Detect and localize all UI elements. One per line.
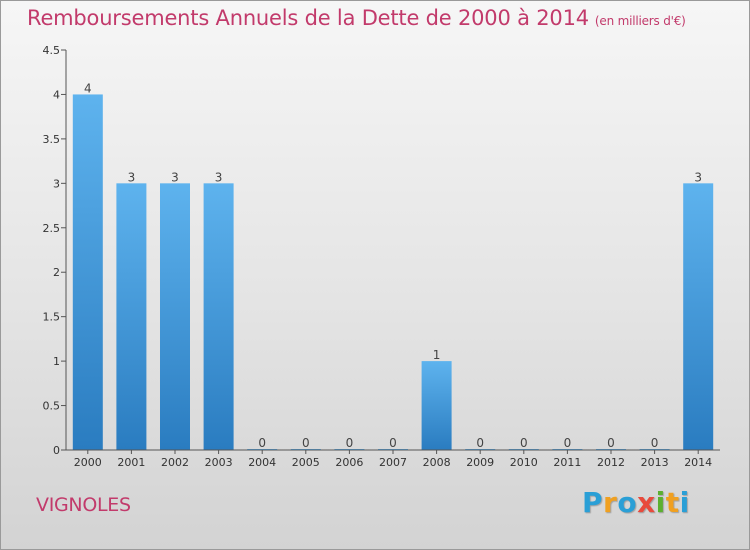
bar-2001: [116, 183, 147, 451]
data-label-2008: 1: [433, 348, 441, 362]
logo-letter: o: [617, 486, 638, 519]
data-label-2010: 0: [520, 436, 528, 450]
data-label-2001: 3: [128, 170, 136, 184]
data-label-2012: 0: [607, 436, 615, 450]
x-tick-label-2000: 2000: [74, 456, 102, 469]
x-tick-label-2014: 2014: [684, 456, 712, 469]
logo-letter: r: [603, 486, 618, 519]
data-label-2013: 0: [651, 436, 659, 450]
bar-2008: [421, 361, 452, 450]
data-label-2005: 0: [302, 436, 310, 450]
bar-2014: [683, 183, 714, 451]
data-label-2002: 3: [171, 170, 179, 184]
data-label-2007: 0: [389, 436, 397, 450]
data-label-2004: 0: [258, 436, 266, 450]
chart-title: Remboursements Annuels de la Dette de 20…: [27, 6, 686, 30]
x-tick-label-2001: 2001: [117, 456, 145, 469]
x-tick-label-2007: 2007: [379, 456, 407, 469]
x-tick-label-2002: 2002: [161, 456, 189, 469]
x-tick-label-2011: 2011: [553, 456, 581, 469]
y-tick-label-2.5: 2.5: [43, 222, 61, 235]
logo-letter: t: [665, 486, 680, 519]
y-tick-label-1: 1: [53, 355, 60, 368]
data-label-2000: 4: [84, 81, 92, 95]
logo-letter: P: [582, 486, 604, 519]
y-tick-label-4: 4: [53, 88, 60, 101]
data-label-2014: 3: [694, 170, 702, 184]
y-tick-label-3.5: 3.5: [43, 133, 61, 146]
chart-title-text: Remboursements Annuels de la Dette de 20…: [27, 6, 589, 30]
proxiti-logo[interactable]: Proxiti: [582, 486, 690, 519]
y-tick-label-1.5: 1.5: [43, 311, 61, 324]
bar-2002: [160, 183, 190, 451]
x-tick-label-2005: 2005: [292, 456, 320, 469]
logo-letter: i: [655, 486, 666, 519]
x-tick-label-2004: 2004: [248, 456, 276, 469]
bar-2000: [72, 94, 103, 450]
data-label-2011: 0: [564, 436, 572, 450]
data-label-2003: 3: [215, 170, 223, 184]
x-tick-label-2003: 2003: [205, 456, 233, 469]
data-label-2006: 0: [346, 436, 354, 450]
logo-letter: i: [679, 486, 690, 519]
y-tick-label-3: 3: [53, 177, 60, 190]
x-tick-label-2008: 2008: [423, 456, 451, 469]
y-tick-label-0.5: 0.5: [43, 400, 61, 413]
axes-group: 2000 2001 2002 2003 2004 2005 2006 2007 2008 2009…: [43, 44, 720, 469]
logo-letter: x: [637, 486, 656, 519]
chart-subtitle: (en milliers d'€): [594, 14, 686, 28]
x-tick-label-2013: 2013: [641, 456, 669, 469]
y-tick-label-2: 2: [53, 266, 60, 279]
x-tick-label-2006: 2006: [335, 456, 363, 469]
x-tick-label-2012: 2012: [597, 456, 625, 469]
bar-2003: [203, 183, 234, 451]
x-tick-label-2009: 2009: [466, 456, 494, 469]
commune-name: VIGNOLES: [36, 494, 131, 516]
y-tick-label-0: 0: [53, 444, 60, 457]
bars-group: 4 3 3 3 0 0 0 0 1 0 0 0 0 0 3: [72, 81, 714, 451]
x-tick-label-2010: 2010: [510, 456, 538, 469]
y-tick-label-4.5: 4.5: [43, 44, 61, 57]
data-label-2009: 0: [476, 436, 484, 450]
